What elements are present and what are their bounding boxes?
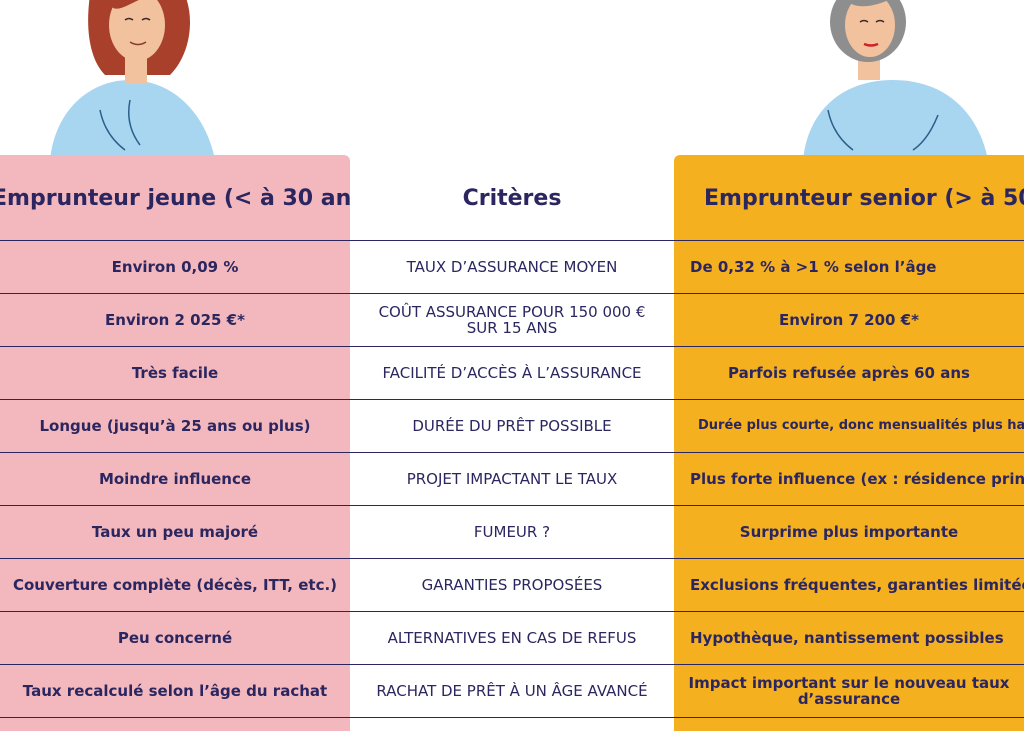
table-row: Peu concerné ALTERNATIVES EN CAS DE REFU… — [0, 611, 1024, 664]
senior-cell: Impact important sur le nouveau taux d’a… — [688, 674, 1010, 708]
young-column — [0, 155, 350, 731]
criteria-cell: PROJET IMPACTANT LE TAUX — [406, 470, 618, 488]
young-cell: Taux un peu majoré — [91, 523, 259, 541]
young-cell: Taux recalculé selon l’âge du rachat — [22, 682, 328, 700]
senior-cell: Surprime plus importante — [739, 523, 959, 541]
senior-cell: Parfois refusée après 60 ans — [728, 364, 970, 382]
senior-cell: Durée plus courte, donc mensualités plus… — [698, 418, 1024, 433]
criteria-cell: GARANTIES PROPOSÉES — [421, 576, 603, 594]
young-cell: Moindre influence — [98, 470, 252, 488]
table-row: Environ 2 025 €* COÛT ASSURANCE POUR 150… — [0, 293, 1024, 346]
senior-cell: Exclusions fréquentes, garanties limitée… — [690, 576, 1024, 594]
young-cell: Très facile — [131, 364, 219, 382]
table-row: Taux recalculé selon l’âge du rachat RAC… — [0, 664, 1024, 718]
young-cell: Couverture complète (décès, ITT, etc.) — [12, 576, 338, 594]
criteria-header-text: Critères — [462, 185, 562, 211]
young-woman-illustration — [50, 0, 215, 160]
senior-header-text: Emprunteur senior (> à 50 ans) — [704, 185, 1024, 211]
young-cell: Longue (jusqu’à 25 ans ou plus) — [39, 417, 311, 435]
senior-column — [674, 155, 1024, 731]
young-cell: Peu concerné — [117, 629, 233, 647]
table-row: Couverture complète (décès, ITT, etc.) G… — [0, 558, 1024, 611]
criteria-cell: DURÉE DU PRÊT POSSIBLE — [412, 417, 612, 435]
senior-cell: De 0,32 % à >1 % selon l’âge — [690, 258, 937, 276]
criteria-cell: RACHAT DE PRÊT À UN ÂGE AVANCÉ — [376, 682, 648, 700]
table-row: Longue (jusqu’à 25 ans ou plus) DURÉE DU… — [0, 399, 1024, 452]
table-row: Taux un peu majoré FUMEUR ? Surprime plu… — [0, 505, 1024, 558]
criteria-cell: COÛT ASSURANCE POUR 150 000 € SUR 15 ANS — [378, 303, 646, 337]
table-row: Moindre influence PROJET IMPACTANT LE TA… — [0, 452, 1024, 505]
young-cell: Environ 2 025 €* — [105, 311, 245, 329]
senior-woman-illustration — [803, 0, 988, 160]
young-cell: Environ 0,09 % — [111, 258, 239, 276]
table-row: Très facile FACILITÉ D’ACCÈS À L’ASSURAN… — [0, 346, 1024, 399]
senior-header: Emprunteur senior (> à 50 ans) — [674, 155, 1024, 241]
comparison-table: Environ 0,09 % TAUX D’ASSURANCE MOYEN De… — [0, 240, 1024, 718]
young-header-text: Emprunteur jeune (< à 30 ans) — [0, 185, 350, 211]
young-header: Emprunteur jeune (< à 30 ans) — [0, 155, 350, 241]
criteria-cell: ALTERNATIVES EN CAS DE REFUS — [387, 629, 637, 647]
criteria-column — [350, 155, 674, 731]
senior-cell: Environ 7 200 €* — [779, 311, 919, 329]
criteria-cell: FACILITÉ D’ACCÈS À L’ASSURANCE — [382, 364, 642, 382]
table-row: Environ 0,09 % TAUX D’ASSURANCE MOYEN De… — [0, 240, 1024, 293]
senior-cell: Hypothèque, nantissement possibles — [690, 629, 1004, 647]
criteria-header: Critères — [350, 155, 674, 241]
criteria-cell: FUMEUR ? — [473, 523, 551, 541]
criteria-cell: TAUX D’ASSURANCE MOYEN — [406, 258, 618, 276]
senior-cell: Plus forte influence (ex : résidence pri… — [690, 470, 1024, 488]
